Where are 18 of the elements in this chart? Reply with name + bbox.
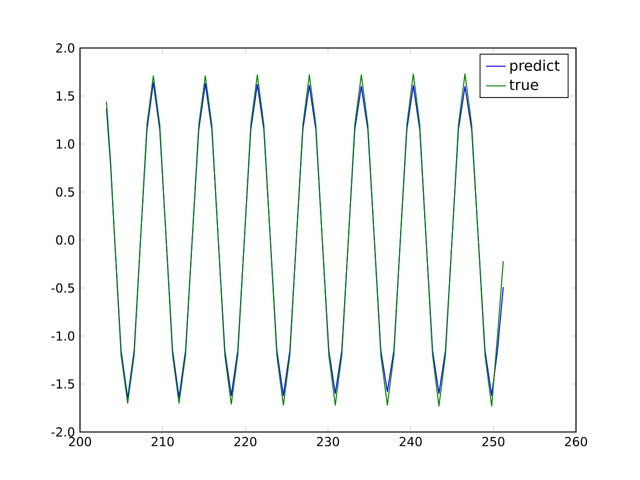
x-tick-label: 240	[400, 436, 422, 446]
legend-label: true	[509, 80, 538, 90]
x-tick-label: 220	[234, 436, 256, 446]
x-tick-label: 230	[317, 436, 340, 446]
y-tick-label: 0.0	[56, 235, 74, 245]
y-tick-label: -1.0	[51, 331, 74, 341]
x-tick-label: 260	[565, 436, 588, 446]
y-tick-label: -1.5	[51, 379, 74, 389]
y-tick-label: 0.5	[56, 187, 74, 197]
y-tick-label: 1.5	[56, 91, 74, 101]
x-tick-label: 250	[482, 436, 504, 446]
y-tick-label: 1.0	[56, 139, 74, 149]
x-tick-label: 210	[152, 436, 174, 446]
legend-label: predict	[510, 60, 560, 74]
y-tick-label: -2.0	[51, 427, 74, 437]
y-tick-label: -0.5	[51, 283, 74, 293]
y-tick-label: 2.0	[56, 43, 74, 53]
x-tick-label: 200	[69, 436, 92, 446]
